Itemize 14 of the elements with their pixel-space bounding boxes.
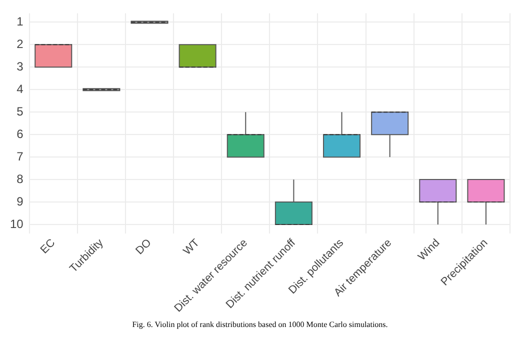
y-tick-label: 7 xyxy=(16,149,24,164)
x-tick-label: DO xyxy=(134,236,154,258)
x-tick-label: WT xyxy=(181,236,202,258)
y-tick-label: 10 xyxy=(10,216,24,231)
y-tick-label: 5 xyxy=(16,104,24,118)
x-tick-label: EC xyxy=(38,236,58,256)
y-tick-label: 3 xyxy=(16,59,24,74)
caption: Fig. 6. Violin plot of rank distributions based on 1000 Monte Carlo simulations. xyxy=(131,320,389,329)
y-tick-label: 9 xyxy=(16,194,24,208)
y-tick-label: 2 xyxy=(16,36,24,51)
y-tick-label: 4 xyxy=(16,82,24,96)
y-tick-label: 8 xyxy=(16,172,24,186)
y-tick-label: 6 xyxy=(16,126,24,141)
y-tick-label: 1 xyxy=(16,14,24,29)
